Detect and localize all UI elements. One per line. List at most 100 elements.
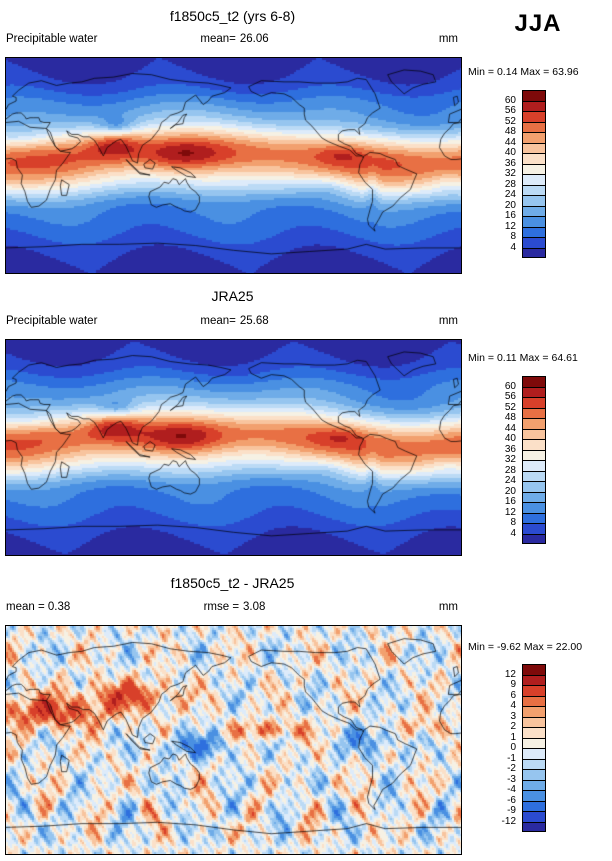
colorbar-tick-label: -12 <box>501 815 516 827</box>
panel3-min-value: -9.62 <box>496 641 521 653</box>
colorbar-tick-label: -4 <box>507 784 516 795</box>
panel2-min-label: Min = <box>468 352 494 364</box>
colorbar-tick-label: 60 <box>504 380 516 392</box>
colorbar-cell <box>522 664 546 675</box>
panel2-map <box>5 339 462 556</box>
colorbar-tick-label: 48 <box>504 126 516 137</box>
colorbar-tick-label: -2 <box>507 763 516 774</box>
colorbar-cell <box>522 779 546 790</box>
colorbar-cell <box>522 216 546 227</box>
colorbar-cell <box>522 195 546 206</box>
colorbar-cell <box>522 523 546 534</box>
panel3-mean-value: 0.38 <box>47 601 71 613</box>
panel3-mean-label: mean = <box>6 601 45 613</box>
colorbar-cell <box>522 800 546 811</box>
colorbar-tick-label: 2 <box>510 721 516 732</box>
colorbar-cell <box>522 153 546 164</box>
colorbar-tick-label: 6 <box>510 689 516 701</box>
colorbar-cell <box>522 758 546 769</box>
colorbar-cell <box>522 184 546 195</box>
colorbar-cell <box>522 132 546 143</box>
panel3-max-label: Max = <box>523 641 553 653</box>
colorbar-tick-label: 48 <box>504 412 516 423</box>
colorbar-cell <box>522 174 546 185</box>
colorbar-cell <box>522 237 546 248</box>
colorbar-tick-label: 8 <box>510 231 516 242</box>
panel1-mean-label: mean= <box>200 33 236 45</box>
colorbar-cell <box>522 226 546 237</box>
colorbar-cell <box>522 470 546 481</box>
panel1-max-label: Max = <box>520 66 550 78</box>
panel1-stats-row: Precipitable water mean= 26.06 mm <box>5 33 460 49</box>
colorbar-cell <box>522 111 546 122</box>
panel3-units: mm <box>438 601 458 613</box>
panel1-mean-value: 26.06 <box>239 33 269 45</box>
panel1-mean: mean= 26.06 <box>5 33 460 45</box>
colorbar-cell <box>522 460 546 471</box>
panel2-mean-value: 25.68 <box>239 315 269 327</box>
colorbar-tick-label: 8 <box>510 517 516 528</box>
panel3-max-value: 22.00 <box>555 641 583 653</box>
panel3-stats-row: mean = 0.38 rmse = 3.08 mm <box>5 601 460 617</box>
colorbar-tick-label: 0 <box>510 742 516 753</box>
panel1-max-value: 63.96 <box>552 66 579 78</box>
colorbar-tick-label: -9 <box>507 805 516 816</box>
colorbar-frame <box>522 664 546 832</box>
colorbar-tick-label: 60 <box>504 94 516 106</box>
colorbar-cell <box>522 790 546 801</box>
colorbar-cell <box>522 821 546 832</box>
colorbar-cell <box>522 737 546 748</box>
colorbar-cell <box>522 481 546 492</box>
colorbar-cell <box>522 439 546 450</box>
colorbar-cell <box>522 512 546 523</box>
colorbar-frame <box>522 90 546 258</box>
colorbar-tick-label: 56 <box>504 391 516 402</box>
panel3-colorbar: 12 9 6 4 3 2 1 0 -1 -2 -3 -4 -6 -9 -12 <box>470 664 570 832</box>
colorbar-cell <box>522 706 546 717</box>
panel2-max-label: Max = <box>519 352 549 364</box>
panel1-min-label: Min = <box>468 66 494 78</box>
colorbar-cell <box>522 769 546 780</box>
panel2-minmax: Min = 0.11 Max = 64.61 <box>468 352 610 364</box>
colorbar-tick-label: 40 <box>504 147 516 158</box>
colorbar-tick-label: 52 <box>504 401 516 413</box>
colorbar-tick-label: 32 <box>504 168 516 179</box>
panel3-min-label: Min = <box>468 641 494 653</box>
colorbar-cell <box>522 205 546 216</box>
panel3-title: f1850c5_t2 - JRA25 <box>170 575 295 591</box>
colorbar-tick-label: 9 <box>510 679 516 690</box>
colorbar-cell <box>522 376 546 387</box>
colorbar-tick-label: 3 <box>510 710 516 722</box>
panel2-variable-label: Precipitable water <box>6 315 98 327</box>
colorbar-tick-label: 1 <box>510 731 516 743</box>
colorbar-tick-label: -3 <box>507 773 516 785</box>
panel3-map <box>5 625 462 855</box>
colorbar-tick-label: 12 <box>504 668 516 680</box>
colorbar-cell <box>522 100 546 111</box>
colorbar-cell <box>522 163 546 174</box>
panel2-title: JRA25 <box>211 288 254 304</box>
colorbar-tick-label: 16 <box>504 496 516 507</box>
panel1-title: f1850c5_t2 (yrs 6-8) <box>169 8 296 24</box>
colorbar-cell <box>522 491 546 502</box>
panel2-mean: mean= 25.68 <box>5 315 460 327</box>
colorbar-tick-label: 40 <box>504 433 516 444</box>
colorbar-cell <box>522 685 546 696</box>
colorbar-cell <box>522 428 546 439</box>
colorbar-tick-label: 20 <box>504 199 516 211</box>
colorbar-tick-label: 28 <box>504 178 516 190</box>
colorbar-tick-label: 4 <box>510 527 516 539</box>
panel2-mean-label: mean= <box>200 315 236 327</box>
colorbar-tick-label: 36 <box>504 157 516 169</box>
panel2-max-value: 64.61 <box>551 352 578 364</box>
panel3-minmax: Min = -9.62 Max = 22.00 <box>468 641 610 653</box>
panel2-min-value: 0.11 <box>496 352 517 364</box>
colorbar-frame <box>522 376 546 544</box>
colorbar-cell <box>522 90 546 101</box>
panel1-variable-label: Precipitable water <box>6 33 98 45</box>
colorbar-tick-label: 12 <box>504 506 516 518</box>
panel1-colorbar: 60 56 52 48 44 40 36 32 28 24 20 16 12 8 4 <box>470 90 570 258</box>
colorbar-cell <box>522 142 546 153</box>
panel3-rmse: rmse = 3.08 <box>5 601 460 613</box>
